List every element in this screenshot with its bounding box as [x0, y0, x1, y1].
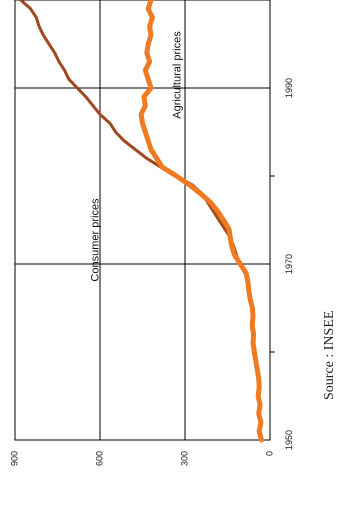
series-line-consumer-prices — [19, 0, 241, 266]
value-tick-0: 0 — [264, 451, 274, 456]
series-lines — [19, 0, 264, 443]
plot-frame — [14, 0, 271, 441]
value-tick-300: 300 — [179, 451, 189, 466]
source-label: Source : INSEE — [322, 310, 337, 400]
series-label-1: Agricultural prices — [172, 31, 184, 119]
value-tick-labels: 0 300 600 900 — [9, 451, 274, 466]
series-line-agricultural-prices — [138, 0, 264, 443]
value-tick-900: 900 — [9, 451, 19, 466]
year-tick-1970: 1970 — [284, 254, 294, 274]
series-label-0: Consumer prices — [89, 198, 101, 282]
year-tick-labels: 1950 1970 1990 — [284, 78, 294, 450]
year-tick-1990: 1990 — [284, 78, 294, 98]
year-tick-1950: 1950 — [284, 430, 294, 450]
value-tick-600: 600 — [94, 451, 104, 466]
series-labels: Consumer prices Agricultural prices — [89, 31, 183, 282]
grid-lines — [15, 0, 275, 440]
